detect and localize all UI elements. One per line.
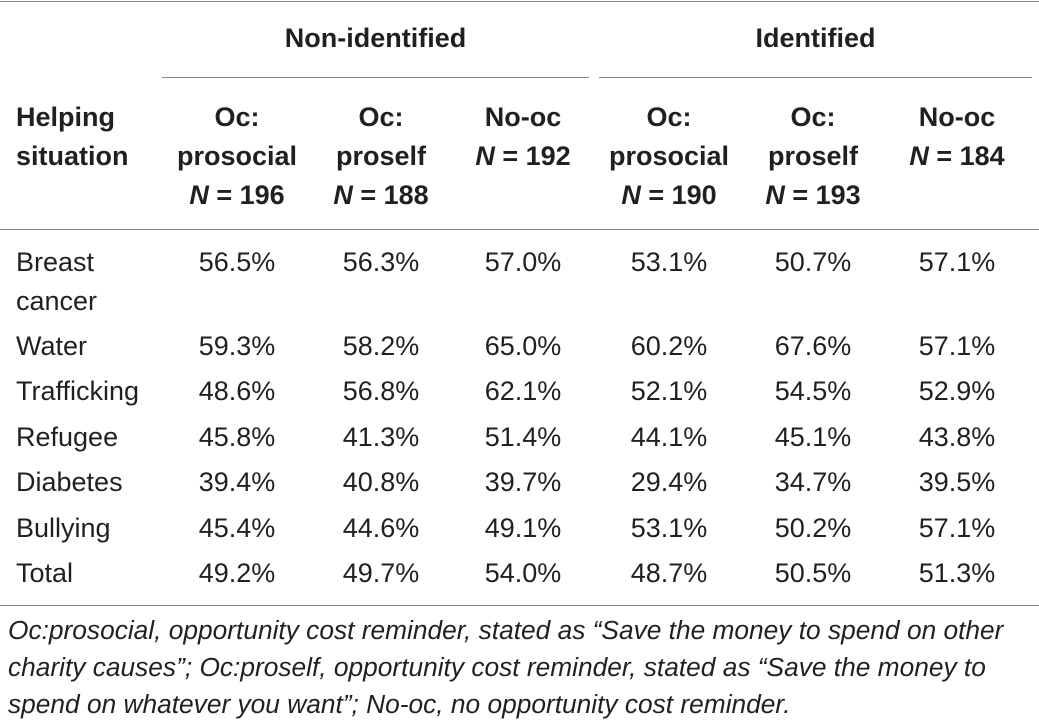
table-cell: 62.1% bbox=[484, 376, 562, 406]
table-cell: 44.1% bbox=[630, 422, 708, 452]
row-label-refugee: Refugee bbox=[16, 422, 119, 452]
table-cell: 65.0% bbox=[484, 331, 562, 361]
table-cell: 34.7% bbox=[774, 467, 852, 497]
table-cell: 56.8% bbox=[342, 376, 420, 406]
table-cell: 51.3% bbox=[918, 558, 996, 588]
table-cell: 54.0% bbox=[484, 558, 562, 588]
table-cell: 49.7% bbox=[342, 558, 420, 588]
group-rule-identified bbox=[599, 77, 1032, 78]
table-cell: 48.6% bbox=[198, 376, 276, 406]
table-bottom-rule bbox=[0, 605, 1039, 606]
group-header-identified: Identified bbox=[755, 23, 876, 53]
row-label-water: Water bbox=[16, 331, 88, 361]
table-cell: 49.2% bbox=[198, 558, 276, 588]
table-cell: 39.5% bbox=[918, 467, 996, 497]
top-rule bbox=[0, 1, 1039, 2]
column-header: Oc: proself N = 193 bbox=[765, 102, 861, 210]
column-header: Oc: prosocial N = 190 bbox=[608, 102, 730, 210]
table-cell: 57.1% bbox=[918, 513, 996, 543]
table-cell: 44.6% bbox=[342, 513, 420, 543]
group-header-nonidentified: Non-identified bbox=[284, 23, 467, 53]
table-cell: 57.0% bbox=[484, 247, 562, 277]
table-cell: 45.8% bbox=[198, 422, 276, 452]
table-cell: 52.1% bbox=[630, 376, 708, 406]
table-cell: 50.2% bbox=[774, 513, 852, 543]
table-cell: 58.2% bbox=[342, 331, 420, 361]
stub-header: Helping situation bbox=[16, 102, 129, 171]
table-cell: 52.9% bbox=[918, 376, 996, 406]
row-label-bullying: Bullying bbox=[16, 513, 111, 543]
row-label-diabetes: Diabetes bbox=[16, 467, 123, 497]
table-cell: 57.1% bbox=[918, 331, 996, 361]
column-header: Oc: proself N = 188 bbox=[333, 102, 429, 210]
column-header: No-oc N = 184 bbox=[909, 102, 1005, 171]
table-cell: 53.1% bbox=[630, 247, 708, 277]
header-bottom-rule bbox=[0, 229, 1039, 230]
table-cell: 49.1% bbox=[484, 513, 562, 543]
table-cell: 48.7% bbox=[630, 558, 708, 588]
table-cell: 50.5% bbox=[774, 558, 852, 588]
table-footnote: Oc:prosocial, opportunity cost reminder,… bbox=[8, 615, 1004, 719]
table-cell: 29.4% bbox=[630, 467, 708, 497]
table-cell: 56.5% bbox=[198, 247, 276, 277]
column-header: Oc: prosocial N = 196 bbox=[176, 102, 298, 210]
table-cell: 45.1% bbox=[774, 422, 852, 452]
table-cell: 60.2% bbox=[630, 331, 708, 361]
table-cell: 54.5% bbox=[774, 376, 852, 406]
table-cell: 41.3% bbox=[342, 422, 420, 452]
table-cell: 40.8% bbox=[342, 467, 420, 497]
row-label-breast-cancer: Breast cancer bbox=[16, 247, 98, 316]
column-header: No-oc N = 192 bbox=[475, 102, 571, 171]
table-cell: 67.6% bbox=[774, 331, 852, 361]
row-label-trafficking: Trafficking bbox=[16, 376, 140, 406]
table-cell: 53.1% bbox=[630, 513, 708, 543]
table-cell: 43.8% bbox=[918, 422, 996, 452]
group-rule-nonidentified bbox=[162, 77, 589, 78]
row-label-total: Total bbox=[16, 558, 74, 588]
table-cell: 59.3% bbox=[198, 331, 276, 361]
table-cell: 51.4% bbox=[484, 422, 562, 452]
table-cell: 50.7% bbox=[774, 247, 852, 277]
table-cell: 45.4% bbox=[198, 513, 276, 543]
table-cell: 39.7% bbox=[484, 467, 562, 497]
table-cell: 57.1% bbox=[918, 247, 996, 277]
table-cell: 56.3% bbox=[342, 247, 420, 277]
table-cell: 39.4% bbox=[198, 467, 276, 497]
